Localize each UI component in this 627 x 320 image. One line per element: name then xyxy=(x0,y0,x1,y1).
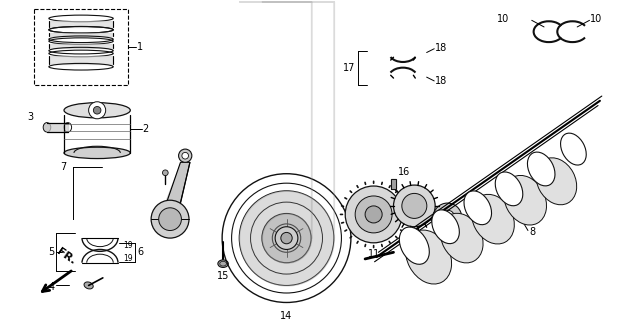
Text: 15: 15 xyxy=(217,271,229,281)
Ellipse shape xyxy=(64,103,130,118)
Ellipse shape xyxy=(399,227,429,264)
Text: 13: 13 xyxy=(441,235,453,245)
Circle shape xyxy=(93,107,101,114)
Ellipse shape xyxy=(218,260,228,268)
FancyArrowPatch shape xyxy=(345,230,347,231)
Ellipse shape xyxy=(503,175,547,225)
Ellipse shape xyxy=(43,123,51,132)
Text: 16: 16 xyxy=(398,167,411,177)
Text: 5: 5 xyxy=(48,247,55,257)
FancyArrowPatch shape xyxy=(357,241,358,243)
Ellipse shape xyxy=(536,158,577,205)
Circle shape xyxy=(151,200,189,238)
Ellipse shape xyxy=(472,194,514,244)
FancyArrowPatch shape xyxy=(350,236,352,238)
FancyArrowPatch shape xyxy=(404,222,406,223)
FancyArrowPatch shape xyxy=(396,191,397,192)
Ellipse shape xyxy=(527,152,555,186)
Circle shape xyxy=(159,208,181,230)
FancyArrowPatch shape xyxy=(401,198,403,199)
Text: 19: 19 xyxy=(123,241,132,250)
Circle shape xyxy=(355,196,392,233)
Text: 1: 1 xyxy=(137,42,143,52)
FancyArrowPatch shape xyxy=(389,241,390,243)
Text: 10: 10 xyxy=(591,14,603,24)
Text: 11: 11 xyxy=(367,249,380,259)
FancyArrowPatch shape xyxy=(357,186,358,188)
Text: 3: 3 xyxy=(28,112,34,122)
Circle shape xyxy=(88,102,106,119)
Ellipse shape xyxy=(440,213,483,263)
Ellipse shape xyxy=(64,147,130,159)
Polygon shape xyxy=(391,180,396,189)
Text: 10: 10 xyxy=(497,14,509,24)
Ellipse shape xyxy=(464,191,492,225)
FancyArrowPatch shape xyxy=(389,186,390,188)
Ellipse shape xyxy=(406,230,451,284)
Text: 4: 4 xyxy=(48,282,55,292)
FancyArrowPatch shape xyxy=(342,222,344,223)
Circle shape xyxy=(345,186,402,243)
FancyArrowPatch shape xyxy=(345,198,347,199)
FancyArrowPatch shape xyxy=(350,191,352,192)
Bar xyxy=(34,9,129,85)
Text: 2: 2 xyxy=(142,124,149,134)
Circle shape xyxy=(402,193,427,218)
Text: FR.: FR. xyxy=(55,246,77,267)
Text: 7: 7 xyxy=(61,162,67,172)
Ellipse shape xyxy=(432,210,460,244)
FancyArrowPatch shape xyxy=(396,236,397,238)
Text: 6: 6 xyxy=(138,247,144,257)
Circle shape xyxy=(440,210,455,224)
Circle shape xyxy=(433,203,461,231)
Circle shape xyxy=(394,185,435,227)
Circle shape xyxy=(162,170,168,176)
Circle shape xyxy=(281,232,292,244)
Text: 17: 17 xyxy=(343,63,356,73)
Polygon shape xyxy=(162,162,190,227)
Text: 12: 12 xyxy=(408,231,421,241)
Text: 18: 18 xyxy=(435,43,448,53)
Circle shape xyxy=(365,206,382,223)
Ellipse shape xyxy=(495,172,523,206)
Circle shape xyxy=(179,149,192,162)
Text: 18: 18 xyxy=(435,76,448,86)
FancyArrowPatch shape xyxy=(401,230,403,231)
Ellipse shape xyxy=(561,133,586,165)
Ellipse shape xyxy=(84,282,93,289)
Text: 19: 19 xyxy=(123,254,132,263)
Text: 8: 8 xyxy=(529,228,535,237)
Circle shape xyxy=(182,152,189,159)
Text: 14: 14 xyxy=(280,311,293,320)
Circle shape xyxy=(275,227,298,250)
